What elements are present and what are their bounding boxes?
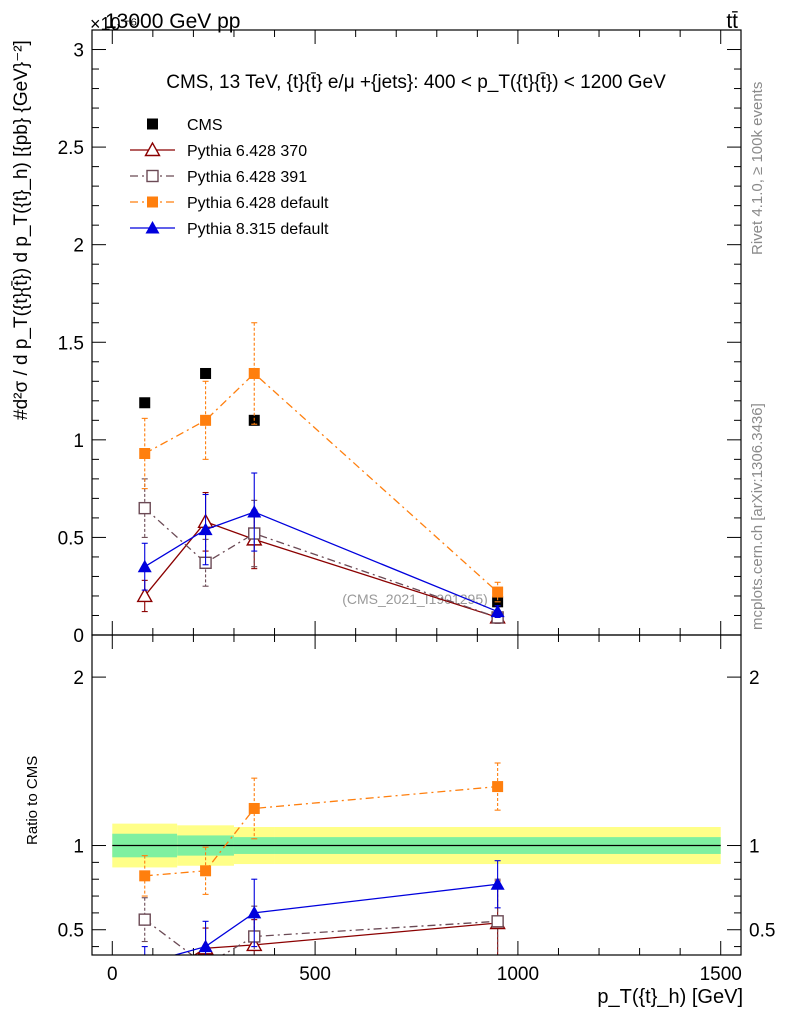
- legend-marker: [147, 118, 158, 130]
- x-tick-label: 1500: [700, 964, 742, 985]
- legend-label: Pythia 8.315 default: [187, 221, 329, 238]
- ratio-p6_default-line: [144, 785, 498, 877]
- main-series-p8_default: [137, 472, 505, 618]
- legend-marker: [144, 141, 161, 157]
- main-p6_391-point: [138, 501, 151, 515]
- main-p6_default-point: [492, 586, 504, 598]
- main-p6_370-line: [144, 521, 498, 619]
- legend-item-p6_default: Pythia 6.428 default: [130, 195, 329, 212]
- main-p6_default-point: [139, 448, 151, 459]
- ratio-p8_default-point: [247, 905, 262, 919]
- legend-item-p6_370: Pythia 6.428 370: [130, 141, 307, 160]
- x-tick-label: 0: [107, 964, 118, 985]
- legend-item-p6_391: Pythia 6.428 391: [130, 169, 307, 186]
- rivet-version-label: Rivet 4.1.0, ≥ 100k events: [749, 82, 766, 255]
- legend-marker: [145, 221, 160, 234]
- ratio-y-axis-label: Ratio to CMS: [24, 756, 41, 845]
- legend-marker: [146, 169, 159, 183]
- ratio-p6_391-line: [144, 919, 498, 955]
- ratio-p8_default-line: [172, 883, 498, 955]
- main-p8_default-point: [247, 505, 262, 518]
- main-y-tick-label: 2.5: [58, 138, 84, 159]
- ratio-p6_default-point: [492, 781, 504, 793]
- ratio-y-tick-label: 0.5: [58, 921, 84, 942]
- main-p8_default-point: [198, 522, 213, 536]
- ratio-p6_391-point: [491, 915, 504, 928]
- ratio-p6_370-point: [138, 978, 152, 991]
- main-p6_default-point: [248, 367, 260, 379]
- ratio-y-tick-label-right: 0.5: [749, 921, 775, 942]
- legend-label: CMS: [187, 117, 223, 134]
- main-y-tick-label: 3: [73, 41, 84, 62]
- main-panel: 00.511.522.53 (CMS_2021_I1901295) CMS, 1…: [11, 29, 742, 647]
- ratio-series-p6_default: [139, 762, 504, 897]
- legend-label: Pythia 6.428 370: [187, 143, 307, 160]
- x-tick-label: 500: [299, 964, 331, 985]
- main-p6_default-line: [144, 372, 499, 593]
- main-y-tick-label: 1: [73, 431, 84, 452]
- ratio-panel: 0.5 0.5 1 1 2 2 0 500 1000 1500 Ratio to CMS p_T(…: [24, 634, 775, 1008]
- main-cms-point: [139, 397, 151, 409]
- legend-item-cms: CMS: [147, 117, 223, 134]
- ratio-p6_default-point: [200, 865, 212, 877]
- main-p6_default-point: [200, 414, 212, 426]
- legend-label: Pythia 6.428 391: [187, 169, 307, 186]
- ratio-frame: [91, 634, 742, 956]
- main-y-tick-label: 0: [73, 626, 84, 647]
- ratio-p8_default-point: [138, 956, 152, 969]
- ratio-y-tick-label: 2: [73, 668, 84, 689]
- ratio-p8_default-point: [198, 939, 213, 953]
- ratio-p8_default-point: [490, 877, 505, 890]
- main-p8_default-point: [490, 604, 505, 618]
- ratio-p6_391-point: [200, 960, 211, 971]
- main-p6_391-line: [144, 507, 498, 619]
- main-series-cms: [139, 367, 504, 608]
- x-tick-label: 1000: [497, 964, 539, 985]
- main-title: CMS, 13 TeV, {t}{t̄} e/μ +{jets}: 400 < …: [166, 72, 666, 93]
- ratio-p6_default-point: [248, 802, 260, 814]
- ratio-series-p8_default: [138, 860, 505, 969]
- x-axis-label: p_T({t}_h) [GeV]: [597, 986, 743, 1008]
- process-label: tt̄: [726, 10, 738, 33]
- ratio-p6_370-line: [193, 922, 498, 955]
- main-y-tick-label: 0.5: [58, 528, 84, 549]
- main-p8_default-line: [144, 511, 498, 613]
- ratio-p6_default-point: [139, 870, 151, 882]
- main-cms-point: [200, 367, 212, 379]
- energy-label: 13000 GeV pp: [105, 10, 240, 33]
- ratio-y-tick-label-right: 2: [749, 668, 760, 689]
- ratio-p6_391-point: [138, 913, 151, 926]
- main-y-tick-label: 2: [73, 236, 84, 257]
- legend-item-p8_default: Pythia 8.315 default: [130, 221, 329, 238]
- main-p6_370-point: [136, 587, 153, 603]
- ratio-y-tick-label: 1: [73, 837, 84, 858]
- main-y-axis-label: #d²σ / d p_T({t}{t̄}) d p_T({t}_h) [{pb}…: [11, 40, 32, 420]
- main-series-p6_default: [139, 322, 504, 603]
- main-y-tick-label: 1.5: [58, 333, 84, 354]
- mcplots-label: mcplots.cern.ch [arXiv:1306.3436]: [749, 403, 766, 630]
- legend-label: Pythia 6.428 default: [187, 195, 329, 212]
- y-exponent-label: ×10⁻⁶: [90, 14, 137, 34]
- legend-marker: [147, 196, 158, 208]
- ratio-y-tick-label-right: 1: [749, 837, 760, 858]
- legend: CMS Pythia 6.428 370 Pythia 6.428 391 Pythi…: [130, 117, 329, 238]
- main-p8_default-point: [137, 559, 152, 573]
